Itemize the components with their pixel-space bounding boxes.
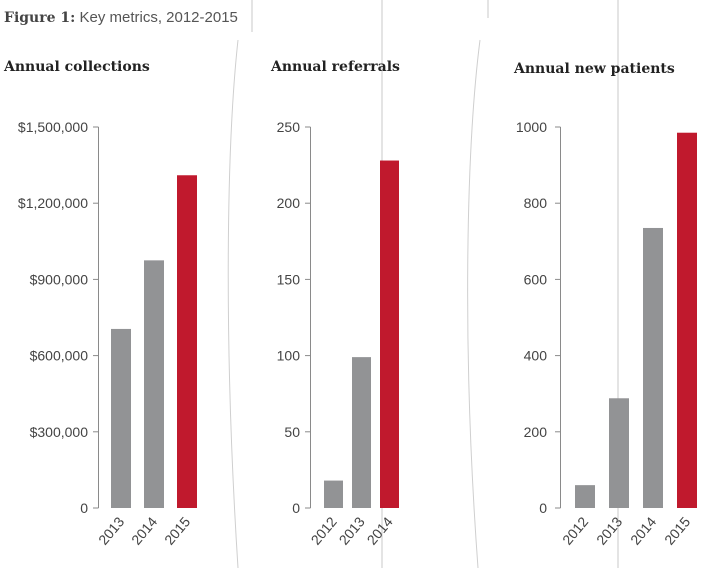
bar bbox=[177, 175, 197, 508]
bar bbox=[643, 227, 663, 508]
y-tick-label: 400 bbox=[524, 348, 548, 364]
y-tick-label: 200 bbox=[277, 195, 301, 211]
chart-panel-2: Annual referrals 0 50 100 150 200 250 201220132… bbox=[270, 59, 400, 548]
x-category-label: 2015 bbox=[161, 513, 193, 547]
x-category-label: 2012 bbox=[559, 513, 591, 547]
bar bbox=[324, 480, 343, 508]
chart-title: Annual new patients bbox=[513, 61, 675, 77]
x-category-label: 2013 bbox=[593, 513, 625, 547]
y-tick-label: 50 bbox=[284, 424, 300, 440]
x-category-label: 2015 bbox=[661, 513, 693, 547]
x-category-label: 2012 bbox=[308, 513, 340, 547]
y-tick-label: $300,000 bbox=[30, 424, 89, 440]
x-category-label: 2014 bbox=[364, 513, 396, 547]
chart-title: Annual collections bbox=[3, 59, 150, 75]
y-tick-label: 0 bbox=[80, 500, 88, 516]
y-tick-label: 0 bbox=[539, 500, 547, 516]
bar bbox=[380, 160, 399, 508]
bar bbox=[575, 485, 595, 508]
bar bbox=[609, 398, 629, 508]
y-tick-label: $900,000 bbox=[30, 271, 89, 287]
y-tick-label: $600,000 bbox=[30, 348, 89, 364]
y-tick-label: 200 bbox=[524, 424, 548, 440]
bar bbox=[111, 328, 131, 508]
y-tick-label: $1,500,000 bbox=[18, 119, 88, 135]
figure-label: Figure 1: bbox=[4, 10, 76, 26]
y-tick-label: 250 bbox=[277, 119, 301, 135]
x-category-label: 2013 bbox=[336, 513, 368, 547]
y-tick-label: 0 bbox=[292, 500, 300, 516]
y-tick-label: 600 bbox=[524, 271, 548, 287]
y-tick-label: 1000 bbox=[516, 119, 547, 135]
bar bbox=[352, 357, 371, 508]
figure-title: Figure 1: Key metrics, 2012-2015 bbox=[4, 9, 238, 26]
y-tick-label: $1,200,000 bbox=[18, 195, 88, 211]
chart-panel-3: Annual new patients 0 200 400 600 800 1000 2012… bbox=[513, 61, 697, 548]
chart-title: Annual referrals bbox=[270, 59, 400, 75]
y-tick-label: 100 bbox=[277, 348, 301, 364]
figure-title-text: Key metrics, 2012-2015 bbox=[79, 9, 238, 26]
y-tick-label: 800 bbox=[524, 195, 548, 211]
separator-curve-1 bbox=[227, 39, 239, 568]
bar bbox=[144, 260, 164, 508]
separator-curve-2 bbox=[467, 39, 481, 568]
x-category-label: 2013 bbox=[95, 513, 127, 547]
y-tick-label: 150 bbox=[277, 271, 301, 287]
x-category-label: 2014 bbox=[128, 513, 160, 547]
chart-panel-1: Annual collections 0 $300,000 $600,000 $900,… bbox=[3, 59, 197, 548]
bar bbox=[677, 132, 697, 508]
x-category-label: 2014 bbox=[627, 513, 659, 547]
